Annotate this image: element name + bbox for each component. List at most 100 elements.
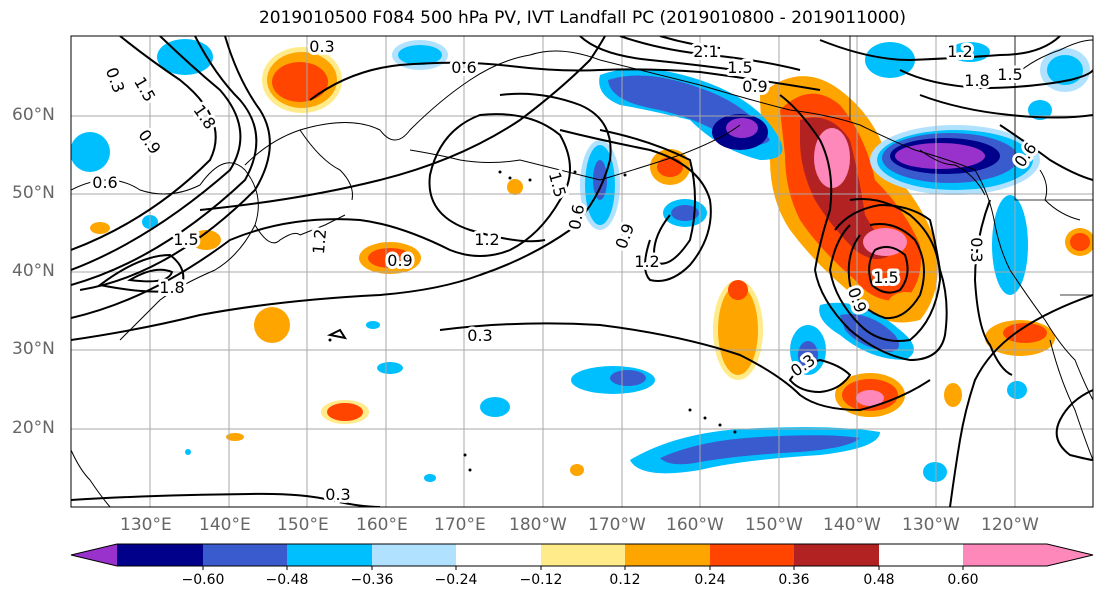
svg-text:0.3: 0.3 <box>467 326 492 345</box>
contour-label: 1.5 <box>545 170 570 200</box>
svg-text:1.2: 1.2 <box>634 252 659 271</box>
lat-label: 50°N <box>12 183 55 203</box>
colorbar-ticks <box>202 566 964 570</box>
colorbar-swatch <box>541 544 625 566</box>
positive-anomaly-subtropics <box>226 228 1093 476</box>
lon-label: 150°W <box>745 515 803 535</box>
colorbar-extend-max <box>1047 544 1093 566</box>
contour-label: 1.2 <box>634 252 659 271</box>
lon-label: 170°E <box>434 515 486 535</box>
negative-anomaly-gulf-alaska-low <box>865 42 1090 295</box>
colorbar-extend-min <box>71 544 117 566</box>
svg-text:0.3: 0.3 <box>325 485 350 504</box>
positive-anomaly-gulf-alaska <box>760 76 938 323</box>
contour-label: 1.8 <box>964 71 989 90</box>
colorbar-tick-label: 0.48 <box>863 572 895 588</box>
colorbar-tick-label: 0.60 <box>947 572 979 588</box>
contour-label: 1.8 <box>159 278 184 297</box>
svg-text:1.2: 1.2 <box>474 230 499 249</box>
svg-text:0.3: 0.3 <box>967 237 986 262</box>
colorbar-tick-label: −0.48 <box>265 572 309 588</box>
contour-label: 0.3 <box>467 326 492 345</box>
negative-anomaly-aleutian-trough <box>599 68 783 160</box>
colorbar-tick-label: −0.24 <box>434 572 478 588</box>
colorbar-tick-label: −0.12 <box>519 572 563 588</box>
svg-text:1.2: 1.2 <box>947 42 972 61</box>
contour-label: 0.6 <box>451 58 476 77</box>
shaded-anomalies <box>71 39 1093 482</box>
svg-text:1.5: 1.5 <box>997 65 1022 84</box>
colorbar-tick-label: −0.36 <box>350 572 394 588</box>
colorbar-swatch <box>625 544 710 566</box>
lon-label: 170°W <box>588 515 646 535</box>
lon-label: 130°E <box>120 515 172 535</box>
contour-label: 1.2 <box>309 228 330 255</box>
colorbar-outline <box>70 543 1094 567</box>
svg-text:1.8: 1.8 <box>159 278 184 297</box>
colorbar-swatch <box>117 544 203 566</box>
colorbar-tick-label: 0.12 <box>609 572 641 588</box>
contour-label: 0.3 <box>309 37 334 56</box>
map-frame <box>70 35 1094 508</box>
contour-label: 1.2 <box>947 42 972 61</box>
svg-text:0.9: 0.9 <box>387 251 412 270</box>
lon-label: 140°E <box>199 515 251 535</box>
svg-text:1.5: 1.5 <box>727 58 752 77</box>
colorbar-swatch <box>710 544 794 566</box>
lon-label: 180°W <box>509 515 567 535</box>
contour-label: 0.9 <box>134 126 164 158</box>
lat-label: 20°N <box>12 418 55 438</box>
colorbar-swatch <box>963 544 1047 566</box>
lon-label: 150°E <box>277 515 329 535</box>
lat-label: 30°N <box>12 339 55 359</box>
lon-label: 120°W <box>981 515 1039 535</box>
lon-label: 160°W <box>666 515 724 535</box>
colorbar-swatch <box>456 544 541 566</box>
map-title: 2019010500 F084 500 hPa PV, IVT Landfall… <box>258 8 906 28</box>
colorbar <box>70 543 1094 570</box>
lon-label: 160°E <box>356 515 408 535</box>
contour-label: 1.2 <box>474 230 499 249</box>
svg-text:1.5: 1.5 <box>873 268 898 287</box>
svg-text:1.5: 1.5 <box>173 230 198 249</box>
colorbar-tick-label: −0.60 <box>181 572 225 588</box>
contour-label: 1.5 <box>727 58 752 77</box>
contour-label: 0.3 <box>967 237 986 262</box>
contour-label: 0.9 <box>387 251 412 270</box>
pv-contours <box>71 36 1093 507</box>
svg-text:0.6: 0.6 <box>92 173 117 192</box>
svg-text:0.3: 0.3 <box>309 37 334 56</box>
lon-label: 140°W <box>823 515 881 535</box>
gridlines <box>71 36 1093 507</box>
contour-label: 2.1 <box>693 42 718 61</box>
contour-label: 0.6 <box>565 203 588 231</box>
colorbar-tick-label: 0.36 <box>778 572 810 588</box>
positive-anomaly-nw <box>262 47 342 113</box>
contour-label-halos: 0.3 0.6 2.1 1.5 0.9 1.2 1.8 1.5 0.6 1.2 … <box>89 34 1025 507</box>
contour-label: 0.3 <box>102 65 129 95</box>
colorbar-swatches <box>117 544 1047 566</box>
contour-label: 1.5 <box>130 73 159 105</box>
colorbar-swatch <box>287 544 372 566</box>
contour-label: 1.5 <box>173 230 198 249</box>
colorbar-swatch <box>372 544 456 566</box>
lat-label: 60°N <box>12 105 55 125</box>
contour-label: 0.6 <box>92 173 117 192</box>
colorbar-swatch <box>794 544 879 566</box>
svg-text:0.6: 0.6 <box>451 58 476 77</box>
contour-label: 0.9 <box>742 77 767 96</box>
svg-text:1.8: 1.8 <box>964 71 989 90</box>
island-dots <box>328 170 737 472</box>
svg-text:0.9: 0.9 <box>742 77 767 96</box>
lon-label: 130°W <box>902 515 960 535</box>
positive-anomaly-central-north <box>90 149 690 274</box>
contour-label: 1.5 <box>997 65 1022 84</box>
contour-label: 0.3 <box>325 485 350 504</box>
lat-label: 40°N <box>12 261 55 281</box>
negative-anomaly-north-pacific <box>71 39 707 230</box>
contour-label: 0.9 <box>612 221 639 251</box>
svg-text:2.1: 2.1 <box>693 42 718 61</box>
contour-label: 1.5 <box>873 268 898 287</box>
colorbar-tick-label: 0.24 <box>694 572 726 588</box>
